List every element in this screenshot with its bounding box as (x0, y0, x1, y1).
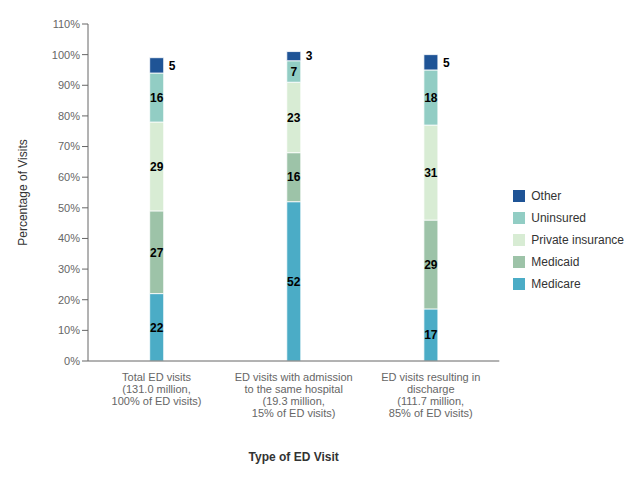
svg-text:60%: 60% (58, 171, 80, 183)
svg-text:40%: 40% (58, 232, 80, 244)
svg-text:29: 29 (424, 258, 438, 272)
svg-text:16: 16 (287, 170, 301, 184)
svg-text:20%: 20% (58, 294, 80, 306)
svg-text:ED visits with admissionto the: ED visits with admissionto the same hosp… (235, 371, 353, 419)
html-text:Uninsured: Uninsured (531, 210, 586, 225)
svg-text:110%: 110% (53, 18, 81, 30)
svg-text:10%: 10% (58, 324, 80, 336)
html-text:Other: Other (531, 188, 562, 203)
html-text:Medicaid: Medicaid (531, 254, 580, 269)
svg-text:3: 3 (306, 49, 313, 63)
svg-text:16: 16 (150, 91, 164, 105)
svg-text:27: 27 (150, 246, 164, 260)
svg-text:18: 18 (424, 91, 438, 105)
html-text:Private insurance: Private insurance (531, 232, 624, 247)
svg-text:29: 29 (150, 160, 164, 174)
svg-text:Percentage of Visits: Percentage of Visits (16, 139, 30, 246)
svg-text:7: 7 (290, 65, 297, 79)
svg-text:80%: 80% (58, 110, 80, 122)
svg-text:22: 22 (150, 321, 164, 335)
svg-text:100%: 100% (52, 49, 80, 61)
svg-text:0%: 0% (64, 355, 80, 367)
svg-text:5: 5 (169, 59, 176, 73)
svg-text:23: 23 (287, 111, 301, 125)
svg-text:5: 5 (443, 56, 450, 70)
svg-text:Type of ED Visit: Type of ED Visit (249, 450, 339, 464)
html-text:Medicare: Medicare (531, 276, 581, 291)
svg-text:52: 52 (287, 275, 301, 289)
svg-text:50%: 50% (58, 202, 80, 214)
svg-text:90%: 90% (58, 79, 80, 91)
svg-text:30%: 30% (58, 263, 80, 275)
svg-text:17: 17 (424, 328, 438, 342)
svg-text:31: 31 (424, 166, 438, 180)
svg-text:ED visits resulting indischarg: ED visits resulting indischarge(111.7 mi… (381, 371, 480, 419)
svg-text:70%: 70% (58, 140, 80, 152)
svg-text:Total ED visits(131.0 million,: Total ED visits(131.0 million,100% of ED… (112, 371, 202, 407)
